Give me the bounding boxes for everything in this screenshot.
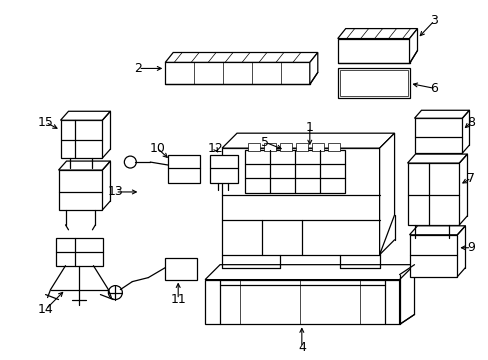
Text: 8: 8 [467, 116, 474, 129]
Polygon shape [61, 111, 110, 120]
Polygon shape [408, 226, 465, 235]
Polygon shape [165, 53, 317, 62]
Text: 7: 7 [467, 171, 474, 185]
Text: 3: 3 [429, 14, 438, 27]
Polygon shape [414, 110, 468, 118]
Bar [165, 258, 197, 280]
Bar [339, 71, 407, 96]
Text: 13: 13 [107, 185, 123, 198]
Bar [264, 143, 275, 151]
Bar [168, 155, 200, 183]
Polygon shape [337, 28, 417, 39]
Text: 1: 1 [305, 121, 313, 134]
Bar [408, 235, 456, 276]
Bar [56, 238, 103, 266]
Polygon shape [222, 133, 394, 148]
Polygon shape [309, 53, 317, 84]
Text: 9: 9 [467, 241, 474, 254]
Polygon shape [399, 265, 414, 324]
Text: 14: 14 [38, 303, 53, 316]
Text: 2: 2 [134, 62, 142, 75]
Bar [407, 163, 458, 225]
Text: 6: 6 [429, 82, 438, 95]
Circle shape [376, 78, 386, 88]
Bar [337, 39, 408, 63]
Bar [295, 143, 307, 151]
Bar [337, 68, 408, 98]
Bar [165, 62, 309, 84]
Circle shape [344, 78, 354, 88]
Bar [327, 143, 339, 151]
Text: 12: 12 [207, 141, 223, 155]
Polygon shape [407, 154, 467, 163]
Text: 5: 5 [261, 136, 268, 149]
Text: 15: 15 [38, 116, 53, 129]
Polygon shape [379, 133, 394, 255]
Bar [204, 280, 399, 324]
Bar [247, 143, 260, 151]
Text: 10: 10 [149, 141, 165, 155]
Bar [61, 120, 102, 158]
Polygon shape [204, 265, 414, 280]
Bar [414, 118, 462, 153]
Bar [279, 143, 291, 151]
Polygon shape [59, 161, 110, 170]
Bar [311, 143, 323, 151]
Bar [244, 150, 344, 193]
Bar [59, 170, 102, 210]
Circle shape [360, 78, 370, 88]
Text: 11: 11 [170, 293, 185, 306]
Text: 4: 4 [297, 341, 305, 354]
Bar [222, 148, 379, 255]
Circle shape [392, 78, 402, 88]
Bar [210, 155, 238, 183]
Polygon shape [408, 28, 417, 63]
